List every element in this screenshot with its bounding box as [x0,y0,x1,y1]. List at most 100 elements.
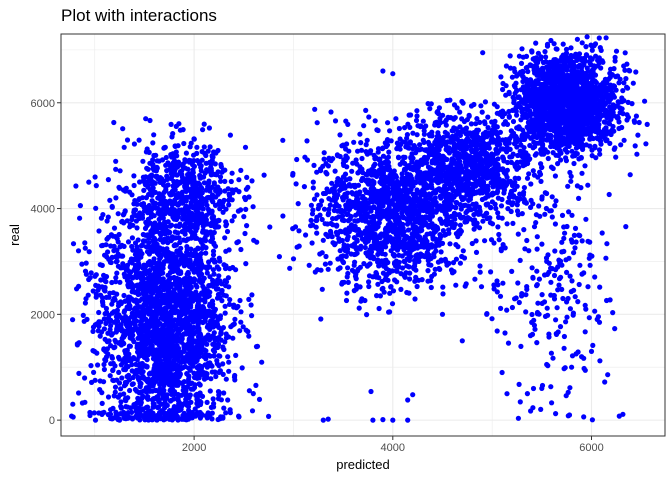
data-point [177,372,183,378]
data-point [90,288,96,294]
data-point [388,284,394,290]
data-point [195,328,201,334]
data-point [118,386,124,392]
data-point [332,118,339,124]
data-point [259,359,265,365]
data-point [368,246,374,252]
data-point [190,180,196,186]
data-point [198,163,204,169]
data-point [207,353,213,359]
data-point [306,262,312,268]
data-point [341,162,347,168]
data-point [384,233,390,240]
data-point [111,393,117,399]
data-point [226,202,232,208]
data-point [179,252,185,258]
data-point [317,251,323,257]
data-point [92,377,98,383]
data-point [176,351,182,357]
data-point [195,366,202,372]
data-point [180,178,186,184]
data-point [406,249,412,255]
data-point [203,221,209,227]
data-point [478,284,485,290]
data-point [432,195,438,201]
data-point [440,284,446,290]
data-point [174,194,180,200]
data-point [195,246,201,252]
data-point [111,225,118,231]
data-point [425,246,431,252]
data-point [129,192,135,198]
data-point [166,326,173,332]
data-point [326,196,332,202]
data-point [380,203,386,209]
data-point [222,235,228,241]
data-point [349,168,355,174]
data-point [129,381,135,387]
data-point [371,256,377,262]
chart-title: Plot with interactions [61,6,217,25]
data-point [136,212,142,218]
data-point [319,286,325,292]
data-point [393,221,399,227]
data-point [223,206,229,212]
data-point [233,187,239,193]
data-point [214,281,220,287]
data-point [406,264,412,270]
data-point [364,137,370,143]
data-point [352,184,358,190]
data-point [369,167,375,173]
data-point [172,153,178,159]
data-point [136,331,142,337]
data-point [103,279,109,285]
data-point [216,324,222,330]
data-point [187,258,193,264]
data-point [225,334,232,340]
data-point [101,287,107,293]
data-point [167,398,174,404]
data-point [161,259,167,265]
data-point [116,354,122,360]
data-point [86,276,92,283]
data-point [341,193,347,199]
data-point [135,349,141,355]
data-point [249,313,255,319]
data-point [473,238,479,244]
data-point [109,416,115,422]
data-point [108,317,114,323]
data-point [367,150,373,156]
data-point [243,261,249,267]
data-point [443,231,449,238]
data-point [355,205,361,211]
data-point [111,119,117,126]
data-point [238,319,244,325]
data-point [231,304,237,310]
data-point [113,195,119,201]
data-point [296,228,302,234]
data-point [80,312,86,318]
data-point [413,117,420,124]
data-point [152,395,158,401]
data-point [211,229,217,236]
data-point [176,235,182,241]
data-point [189,356,195,362]
data-point [380,153,387,159]
data-point [172,324,178,330]
data-point [221,197,227,203]
data-point [146,371,152,377]
data-point [204,333,211,339]
data-point [343,118,349,124]
data-point [120,126,126,132]
data-point [161,145,168,151]
data-point [205,322,211,328]
data-point [93,183,99,189]
data-point [398,286,404,292]
data-point [191,279,197,285]
data-point [136,390,142,396]
data-point [238,246,244,253]
data-point [173,159,180,166]
data-point [386,309,392,315]
data-point [201,287,207,293]
data-point [362,244,368,251]
